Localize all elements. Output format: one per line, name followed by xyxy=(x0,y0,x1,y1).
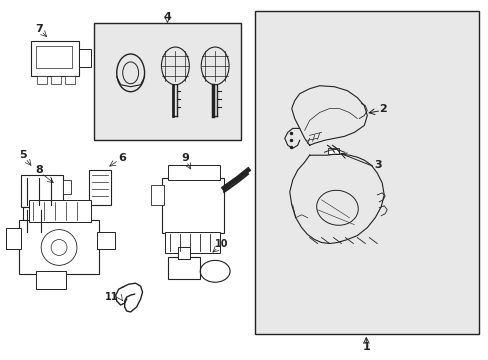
Text: 4: 4 xyxy=(163,12,171,22)
Text: 5: 5 xyxy=(20,150,27,160)
Text: 6: 6 xyxy=(119,153,126,163)
Text: 3: 3 xyxy=(373,160,381,170)
Bar xyxy=(19,220,99,274)
Bar xyxy=(97,231,115,249)
Bar xyxy=(89,170,111,205)
Bar xyxy=(165,231,220,253)
Bar xyxy=(36,46,72,68)
Bar xyxy=(168,257,200,279)
Bar xyxy=(6,228,21,249)
Text: 9: 9 xyxy=(181,153,189,163)
Bar xyxy=(36,271,66,289)
Bar xyxy=(79,49,91,67)
Bar xyxy=(150,185,164,205)
Bar xyxy=(29,200,91,222)
Text: 1: 1 xyxy=(362,342,369,352)
Bar xyxy=(51,76,61,84)
Bar xyxy=(31,41,79,76)
Text: 2: 2 xyxy=(379,104,386,113)
Text: 11: 11 xyxy=(105,292,119,302)
Bar xyxy=(94,23,241,140)
Bar xyxy=(254,11,478,334)
Text: 7: 7 xyxy=(35,24,43,34)
Bar xyxy=(65,76,75,84)
Bar xyxy=(21,175,63,207)
Bar xyxy=(168,165,220,180)
Bar xyxy=(162,178,224,233)
Bar xyxy=(327,148,339,154)
Bar xyxy=(63,180,71,194)
Text: 10: 10 xyxy=(215,239,228,249)
Bar xyxy=(23,207,61,235)
Text: 8: 8 xyxy=(35,165,43,175)
Bar xyxy=(37,76,47,84)
Bar xyxy=(178,247,190,260)
